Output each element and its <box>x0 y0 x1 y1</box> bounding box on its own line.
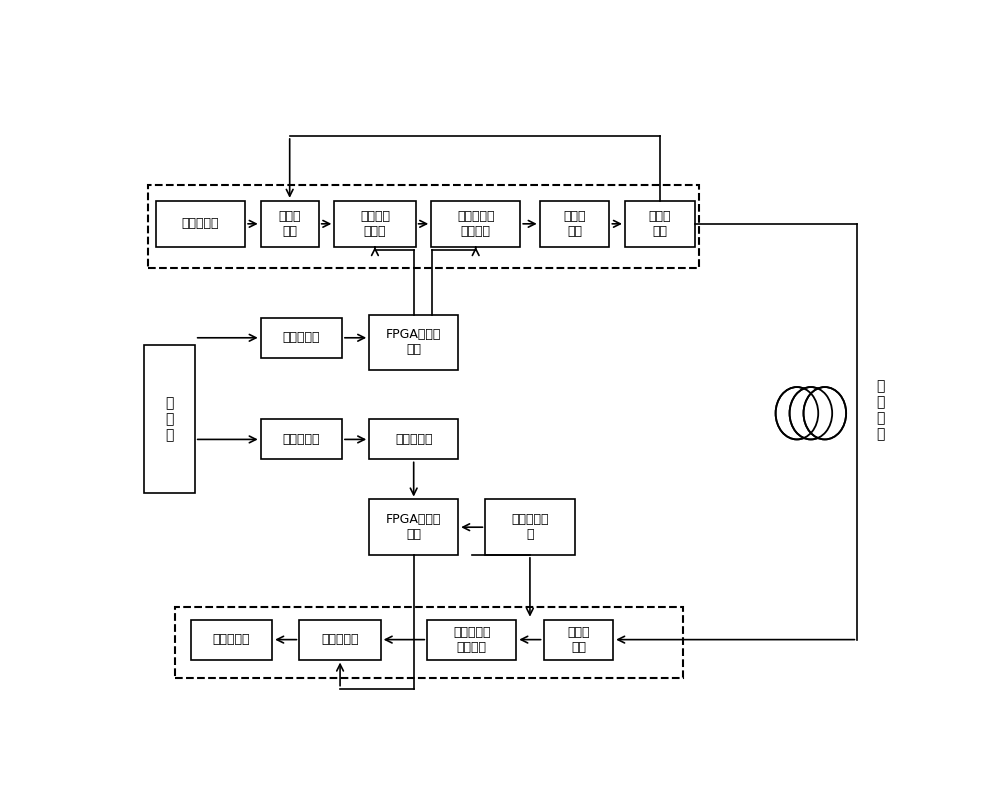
Text: 第一分
束器: 第一分 束器 <box>278 210 301 238</box>
Text: 脉冲激光器: 脉冲激光器 <box>182 218 219 230</box>
Bar <box>261 201 319 247</box>
Text: 零差探测器: 零差探测器 <box>213 633 250 646</box>
Bar <box>191 619 272 660</box>
Text: 第二电光相
位调制器: 第二电光相 位调制器 <box>453 626 491 654</box>
Bar <box>148 186 698 269</box>
Text: FPGA信号生
成卡: FPGA信号生 成卡 <box>386 328 441 356</box>
Ellipse shape <box>804 387 846 439</box>
Text: 第二分束器: 第二分束器 <box>321 633 359 646</box>
Bar <box>261 419 342 459</box>
Bar <box>369 419 458 459</box>
Text: 偏振耦
合器: 偏振耦 合器 <box>648 210 671 238</box>
Bar <box>144 346 195 494</box>
Bar <box>427 619 516 660</box>
Ellipse shape <box>790 387 832 439</box>
Text: 第一时钟源: 第一时钟源 <box>283 331 320 344</box>
Text: 量
子
信
道: 量 子 信 道 <box>876 379 885 442</box>
Text: 倍频控制器: 倍频控制器 <box>395 433 432 446</box>
Bar <box>540 201 609 247</box>
Bar <box>485 499 574 555</box>
Bar <box>156 201 245 247</box>
Bar <box>544 619 613 660</box>
Bar <box>175 607 683 678</box>
Text: 第一电光相
位调制器: 第一电光相 位调制器 <box>457 210 494 238</box>
Bar <box>369 499 458 555</box>
Text: FPGA数据采
集卡: FPGA数据采 集卡 <box>386 514 441 542</box>
Bar <box>261 318 342 358</box>
Bar <box>334 201 416 247</box>
Bar <box>625 201 695 247</box>
Text: 电光强度
调制器: 电光强度 调制器 <box>360 210 390 238</box>
Text: 发
送
端: 发 送 端 <box>165 396 174 442</box>
Bar <box>369 314 458 370</box>
Bar <box>431 201 520 247</box>
Text: 可调衰
减器: 可调衰 减器 <box>563 210 586 238</box>
Ellipse shape <box>776 387 818 439</box>
Text: 随机数生成
器: 随机数生成 器 <box>511 514 549 542</box>
Text: 偏振分
束器: 偏振分 束器 <box>567 626 590 654</box>
Text: 第二时钟源: 第二时钟源 <box>283 433 320 446</box>
Bar <box>299 619 381 660</box>
